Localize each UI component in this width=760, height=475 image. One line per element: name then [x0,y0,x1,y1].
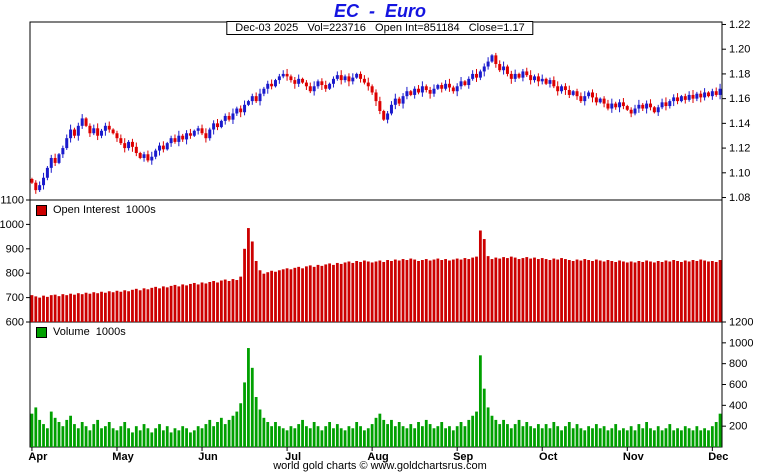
svg-text:1.18: 1.18 [729,68,750,80]
price-y-axis: 1.22 1.20 1.18 1.16 1.14 1.12 1.10 1.08 [722,19,750,204]
svg-text:600: 600 [729,379,747,391]
volume-legend: Volume 1000s [36,326,126,338]
open-interest-y-axis: 1100 1000 900 800 700 600 [0,195,30,329]
svg-text:May: May [112,451,134,463]
volume-series [30,348,722,447]
svg-text:200: 200 [729,421,747,433]
svg-text:Jun: Jun [198,451,218,463]
open-interest-legend-label: Open Interest 1000s [53,204,156,216]
svg-text:1100: 1100 [0,195,24,207]
svg-text:800: 800 [6,268,24,280]
volume-swatch-icon [36,326,47,338]
volume-legend-label: Volume 1000s [53,326,126,338]
svg-text:1000: 1000 [729,337,753,349]
open-interest-series [30,228,722,322]
svg-text:800: 800 [729,358,747,370]
svg-text:900: 900 [6,243,24,255]
svg-text:700: 700 [6,292,24,304]
svg-text:600: 600 [6,317,24,329]
svg-text:400: 400 [729,400,747,412]
svg-text:1.12: 1.12 [729,143,750,155]
svg-text:Jul: Jul [285,451,301,463]
open-interest-swatch-icon [36,204,47,216]
price-series [30,52,722,194]
svg-text:1.10: 1.10 [729,167,750,179]
svg-text:1000: 1000 [0,219,24,231]
svg-text:1.08: 1.08 [729,192,750,204]
svg-text:1.20: 1.20 [729,44,750,56]
svg-text:Apr: Apr [28,451,48,463]
svg-text:1.22: 1.22 [729,19,750,31]
svg-text:1.14: 1.14 [729,118,750,130]
svg-text:Oct: Oct [539,451,558,463]
x-axis-months: Apr May Jun Jul Aug Sep Oct Nov Dec [28,447,728,463]
volume-y-axis: 1200 1000 800 600 400 200 [722,317,753,433]
svg-text:Aug: Aug [367,451,388,463]
quote-info-box: Dec-03 2025 Vol=223716 Open Int=851184 C… [226,21,534,35]
open-interest-legend: Open Interest 1000s [36,204,156,216]
page-title: EC - Euro [333,1,426,21]
chart-frame [29,21,723,448]
svg-text:Nov: Nov [623,451,645,463]
svg-text:Dec: Dec [708,451,728,463]
footer-credit: world gold charts © www.goldchartsrus.co… [273,460,487,472]
svg-text:1200: 1200 [729,317,753,329]
svg-text:Sep: Sep [453,451,473,463]
svg-text:1.16: 1.16 [729,93,750,105]
